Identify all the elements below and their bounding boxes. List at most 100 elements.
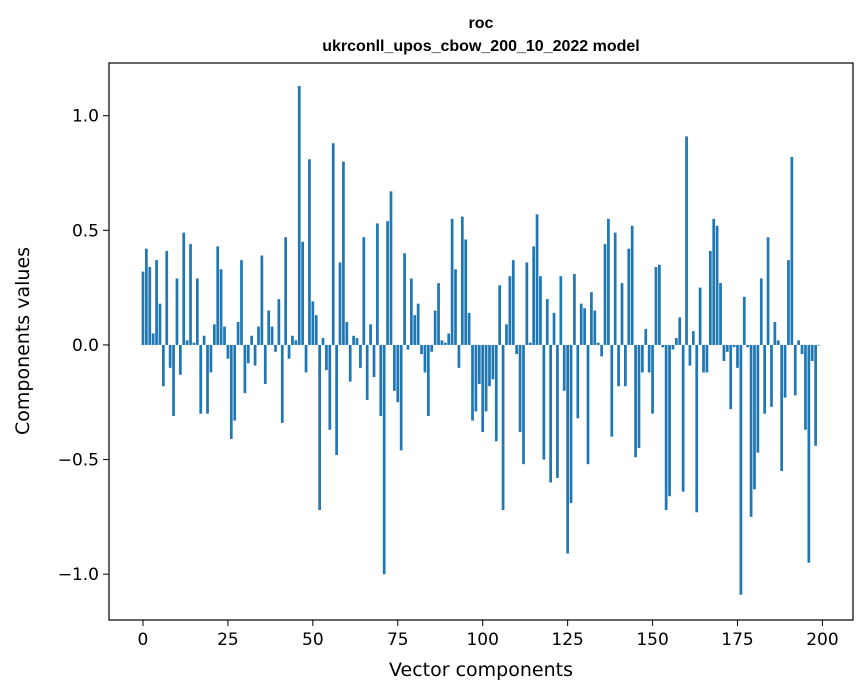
bar-41	[280, 344, 284, 423]
bar-187	[776, 340, 780, 345]
bar-103	[491, 344, 495, 380]
bar-1	[145, 248, 148, 345]
bar-27	[233, 344, 237, 421]
bar-108	[508, 276, 512, 345]
bar-184	[766, 237, 770, 345]
bar-61	[348, 344, 352, 382]
y-tick-label: −0.5	[58, 451, 99, 471]
bar-131	[586, 344, 590, 465]
bar-85	[430, 344, 434, 352]
bar-155	[668, 344, 671, 497]
bar-33	[253, 344, 257, 366]
bar-182	[759, 278, 763, 345]
bar-112	[522, 344, 525, 465]
bar-42	[284, 237, 288, 345]
bar-47	[301, 241, 304, 345]
bars-group	[141, 85, 821, 595]
bar-199	[817, 344, 821, 346]
bar-139	[613, 232, 617, 345]
x-tick-label: 200	[806, 630, 838, 650]
x-axis-label: Vector components	[389, 659, 573, 681]
bar-99	[477, 344, 481, 384]
bar-81	[416, 303, 420, 345]
bar-105	[498, 285, 502, 345]
bar-144	[630, 225, 634, 345]
bar-121	[552, 312, 556, 345]
chart-subtitle: ukrconll_upos_cbow_200_10_2022 model	[322, 38, 639, 55]
bar-15	[192, 342, 196, 345]
bar-135	[600, 344, 603, 357]
x-tick-label: 175	[721, 630, 753, 650]
bar-180	[753, 344, 756, 490]
bar-67	[369, 324, 372, 345]
bar-76	[399, 344, 403, 451]
bar-35	[260, 255, 264, 345]
bar-137	[607, 218, 610, 345]
bar-157	[674, 338, 678, 345]
bar-11	[178, 344, 182, 375]
bar-185	[770, 344, 773, 407]
bar-51	[314, 315, 318, 345]
bar-141	[620, 283, 624, 345]
bar-16	[195, 278, 199, 345]
bar-57	[335, 344, 338, 455]
bar-167	[708, 250, 712, 345]
bar-0	[141, 271, 145, 345]
x-tick-label: 125	[551, 630, 583, 650]
y-tick-label: 1.0	[72, 107, 99, 127]
bar-73	[389, 191, 393, 345]
bar-109	[511, 260, 515, 345]
bar-12	[182, 232, 186, 345]
bar-53	[321, 338, 325, 345]
bar-63	[355, 338, 359, 345]
bar-5	[158, 303, 162, 345]
x-tick-label: 25	[217, 630, 239, 650]
bar-133	[593, 310, 597, 345]
x-tick-label: 50	[302, 630, 324, 650]
bar-148	[644, 328, 648, 345]
bar-132	[590, 292, 593, 345]
bar-107	[505, 324, 508, 345]
bar-192	[793, 344, 797, 396]
bar-118	[542, 344, 546, 460]
x-axis: 0 25 50 75 100 125 150 175 200	[138, 620, 839, 650]
bar-104	[494, 344, 498, 442]
bar-179	[749, 344, 753, 517]
bar-146	[637, 344, 641, 449]
bar-72	[386, 221, 389, 345]
bar-160	[685, 136, 688, 345]
bar-45	[294, 340, 298, 345]
bar-119	[545, 299, 549, 345]
bar-197	[810, 344, 814, 361]
x-tick-label: 0	[138, 630, 149, 650]
bar-106	[501, 344, 505, 510]
bar-168	[712, 218, 716, 345]
bar-117	[539, 276, 542, 345]
bar-2	[148, 267, 152, 345]
bar-26	[229, 344, 233, 439]
bar-116	[535, 214, 539, 345]
bar-37	[267, 310, 271, 345]
bar-9	[172, 344, 175, 416]
bar-4	[155, 260, 158, 345]
bar-140	[617, 344, 620, 387]
bar-93	[457, 344, 461, 368]
bar-44	[291, 335, 294, 345]
bar-29	[240, 260, 243, 345]
bar-189	[783, 344, 787, 398]
bar-186	[773, 322, 777, 345]
bar-92	[454, 269, 457, 345]
bar-198	[814, 344, 817, 446]
bar-96	[467, 312, 471, 345]
y-tick-label: 0.0	[72, 336, 99, 356]
y-axis: 1.0 0.5 0.0 −0.5 −1.0	[58, 107, 109, 585]
bar-127	[573, 273, 576, 345]
bar-171	[722, 344, 726, 361]
y-tick-label: −1.0	[58, 565, 99, 585]
bar-52	[318, 344, 321, 510]
bar-77	[403, 253, 406, 345]
bar-196	[807, 344, 811, 563]
bar-38	[270, 326, 274, 345]
bar-71	[382, 344, 386, 575]
